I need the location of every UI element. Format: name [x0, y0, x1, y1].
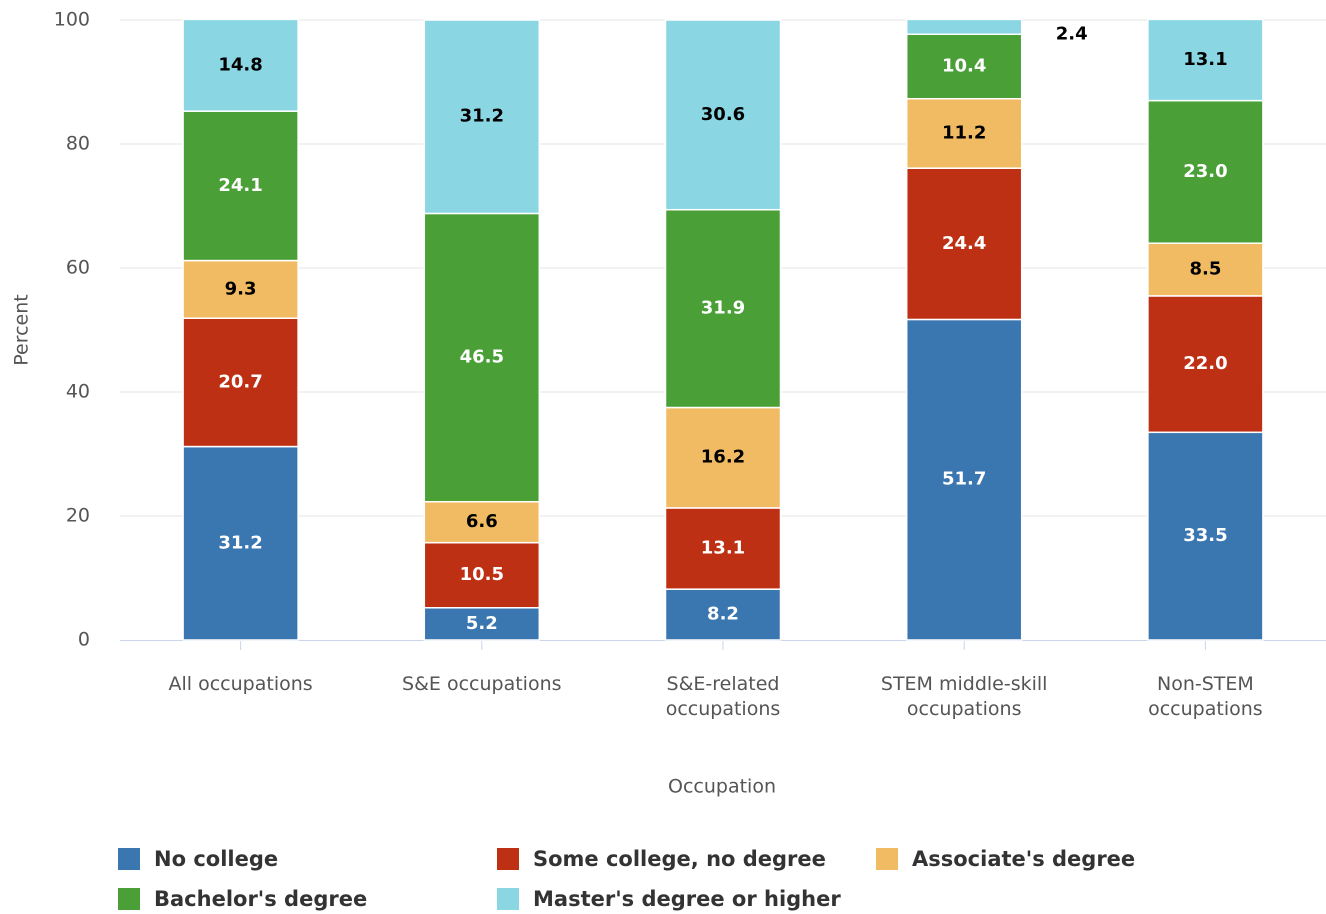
bar-segment: [664, 406, 782, 509]
y-tick-label: 100: [54, 9, 90, 31]
bar-segment: [664, 19, 782, 211]
data-label: 13.1: [1183, 49, 1227, 70]
legend-swatch: [497, 888, 519, 910]
y-tick-label: 60: [66, 257, 90, 279]
data-label: 2.4: [1056, 23, 1088, 44]
data-label: 10.5: [460, 564, 504, 585]
bar-segment: [423, 19, 541, 215]
legend-label: Associate's degree: [912, 847, 1136, 871]
legend-item: Some college, no degree: [497, 847, 826, 871]
legend-item: No college: [118, 847, 278, 871]
data-label: 13.1: [701, 538, 745, 559]
bar-segment: [1147, 242, 1264, 297]
bar-segment: [664, 507, 782, 590]
x-tick-label: Non-STEM occupations: [1148, 673, 1263, 720]
data-label: 31.2: [218, 532, 262, 553]
legend-label: Some college, no degree: [533, 847, 826, 871]
x-axis-title: Occupation: [668, 776, 776, 798]
data-label: 23.0: [1183, 161, 1227, 182]
bar-segment: [182, 18, 299, 112]
data-label: 5.2: [466, 613, 498, 634]
bar-segment: [423, 212, 541, 503]
legend-swatch: [118, 848, 140, 870]
data-label: 31.2: [460, 106, 504, 127]
legend-swatch: [876, 848, 898, 870]
data-label: 11.2: [942, 122, 986, 143]
legend-label: Bachelor's degree: [154, 887, 368, 911]
x-tick-label: All occupations: [168, 673, 313, 695]
legend-label: Master's degree or higher: [533, 887, 841, 911]
data-label: 20.7: [218, 371, 262, 392]
bar-segment: [182, 110, 299, 262]
x-tick-label: S&E-related occupations: [665, 673, 781, 720]
bar-segment: [905, 318, 1023, 641]
data-label: 22.0: [1183, 353, 1227, 374]
data-label: 14.8: [218, 54, 262, 75]
legend-swatch: [118, 888, 140, 910]
data-label: 9.3: [225, 278, 257, 299]
bar-segment: [1147, 295, 1264, 434]
y-axis-title: Percent: [11, 294, 33, 366]
data-label: 16.2: [701, 447, 745, 468]
bar-segment: [1147, 18, 1264, 102]
data-label: 8.5: [1189, 259, 1221, 280]
y-tick-label: 40: [66, 381, 90, 403]
legend-label: No college: [154, 847, 279, 871]
data-label: 51.7: [942, 469, 986, 490]
bar-segment: [905, 167, 1023, 321]
bar-segment: [423, 500, 541, 544]
legend-item: Associate's degree: [876, 847, 1135, 871]
legend-swatch: [497, 848, 519, 870]
bar-segment: [182, 317, 299, 448]
data-label: 8.2: [707, 604, 739, 625]
data-label: 10.4: [942, 56, 986, 77]
data-label: 31.9: [701, 298, 745, 319]
bar-segment: [1147, 99, 1264, 244]
y-tick-label: 0: [78, 629, 90, 651]
data-label: 30.6: [701, 104, 745, 125]
data-label: 6.6: [466, 511, 498, 532]
y-tick-label: 20: [66, 505, 90, 527]
bar-segment: [1147, 431, 1264, 641]
bar-segment: [664, 208, 782, 409]
bar-segment: [182, 445, 299, 641]
data-label: 46.5: [460, 347, 504, 368]
legend-item: Bachelor's degree: [118, 887, 367, 911]
bar-segment: [905, 18, 1023, 36]
bar-segment: [182, 259, 299, 319]
data-label: 24.4: [942, 233, 986, 254]
data-label: 24.1: [218, 175, 262, 196]
x-tick-label: S&E occupations: [402, 673, 562, 695]
y-tick-label: 80: [66, 133, 90, 155]
data-label: 33.5: [1183, 525, 1227, 546]
x-tick-label: STEM middle-skill occupations: [880, 673, 1048, 720]
legend-item: Master's degree or higher: [497, 887, 841, 911]
